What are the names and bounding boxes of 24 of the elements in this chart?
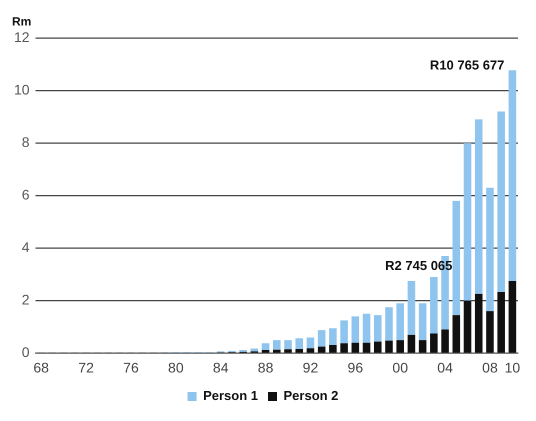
x-tick-label: 08 <box>482 359 498 376</box>
y-tick-label: 8 <box>22 134 30 150</box>
x-tick-label: 04 <box>437 359 454 376</box>
x-tick-label: 76 <box>123 359 139 376</box>
x-tick-label: 84 <box>212 359 229 376</box>
y-tick-label: 12 <box>14 28 30 45</box>
legend-label: Person 1 <box>203 388 258 404</box>
y-tick-label: 0 <box>22 344 30 360</box>
y-tick-label: 10 <box>14 81 30 98</box>
x-tick-label: 80 <box>168 359 184 376</box>
y-axis-title: Rm <box>12 14 32 28</box>
x-tick-label: 72 <box>78 359 94 376</box>
x-tick-label: 96 <box>348 359 364 376</box>
x-tick-label: 92 <box>302 359 318 376</box>
y-tick-label: 4 <box>22 238 30 255</box>
x-tick-label: 68 <box>33 359 50 376</box>
annotation: R10 765 677 <box>430 58 504 72</box>
legend-label: Person 2 <box>284 388 338 404</box>
x-tick-label: 88 <box>258 359 274 376</box>
y-tick-label: 2 <box>22 292 30 308</box>
x-tick-label: 10 <box>504 359 520 376</box>
annotation: R2 745 065 <box>385 258 452 274</box>
x-tick-label: 00 <box>392 359 408 376</box>
y-tick-label: 6 <box>22 186 30 202</box>
